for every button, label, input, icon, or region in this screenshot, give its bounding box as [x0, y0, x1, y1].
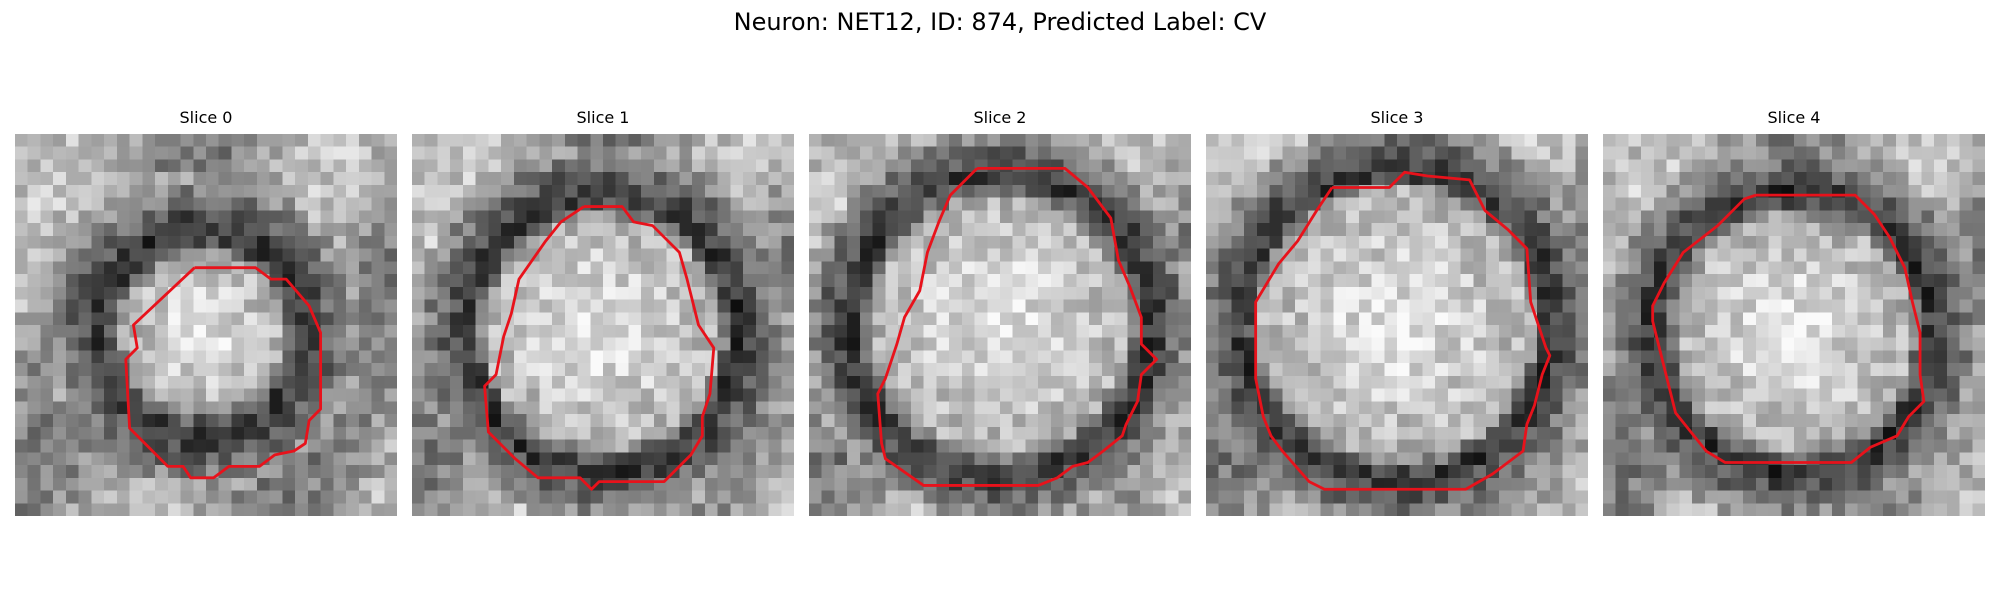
slice-panel-2: Slice 2	[809, 108, 1191, 516]
slice-image	[809, 134, 1191, 516]
cell-contour	[124, 266, 323, 480]
cell-contour	[483, 205, 716, 491]
slice-title: Slice 2	[973, 108, 1027, 127]
slice-title: Slice 0	[179, 108, 233, 127]
cell-contour	[876, 166, 1159, 487]
slice-image	[15, 134, 397, 516]
slice-panel-3: Slice 3	[1206, 108, 1588, 516]
slice-image	[1603, 134, 1985, 516]
slice-title: Slice 3	[1370, 108, 1424, 127]
slice-image	[1206, 134, 1588, 516]
grayscale-pixels	[1206, 134, 1588, 516]
slice-title: Slice 1	[576, 108, 630, 127]
cell-contour	[1651, 193, 1926, 464]
grayscale-pixels	[1603, 134, 1985, 516]
slice-title: Slice 4	[1767, 108, 1821, 127]
grayscale-pixels	[412, 134, 794, 516]
slice-panel-1: Slice 1	[412, 108, 794, 516]
slice-image	[412, 134, 794, 516]
grayscale-pixels	[15, 134, 397, 516]
figure-title: Neuron: NET12, ID: 874, Predicted Label:…	[733, 8, 1267, 36]
grayscale-pixels	[809, 134, 1191, 516]
slice-panel-4: Slice 4	[1603, 108, 1985, 516]
slice-panel-0: Slice 0	[15, 108, 397, 516]
cell-contour	[1254, 170, 1552, 491]
